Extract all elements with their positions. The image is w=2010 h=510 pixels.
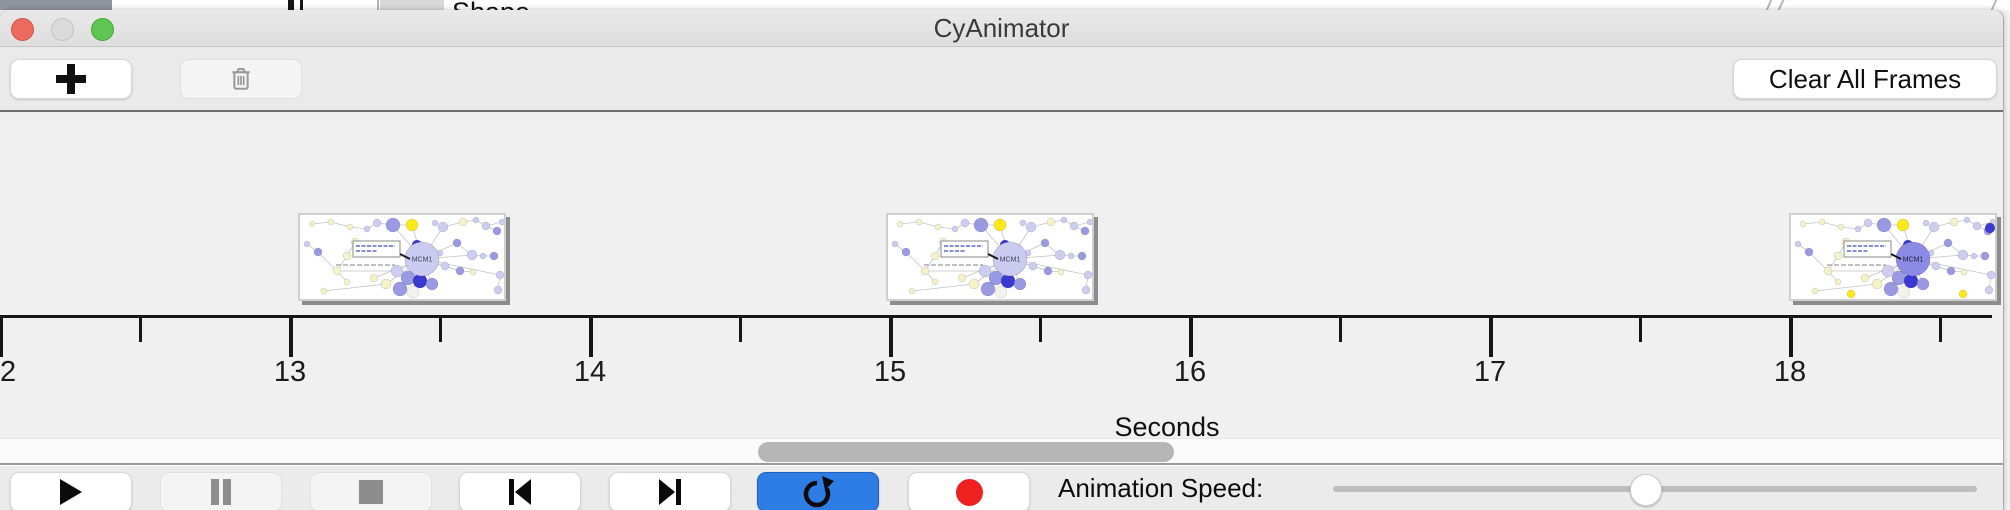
- delete-frame-button[interactable]: [180, 59, 302, 99]
- loop-button[interactable]: [757, 472, 879, 510]
- frame-toolbar: Clear All Frames: [0, 47, 2003, 112]
- minor-tick: [1339, 315, 1342, 342]
- minor-tick: [139, 315, 142, 342]
- title-bar[interactable]: CyAnimator: [0, 10, 2003, 47]
- background-bar: [288, 0, 294, 10]
- playback-control-bar: Animation Speed:: [0, 463, 2003, 510]
- minor-tick: [1939, 315, 1942, 342]
- record-button[interactable]: [908, 472, 1030, 510]
- background-window-strip: Shape: [0, 0, 2010, 10]
- frame-thumbnail-13s[interactable]: MCM1: [298, 213, 506, 301]
- timeline-scrollbar-thumb[interactable]: [758, 442, 1174, 462]
- background-mark: [1765, 0, 1773, 10]
- major-tick-15: [889, 315, 893, 357]
- tick-label-14: 14: [573, 356, 607, 388]
- svg-text:MCM1: MCM1: [1903, 257, 1924, 264]
- minor-tick: [1639, 315, 1642, 342]
- skip-to-end-button[interactable]: [609, 472, 731, 510]
- skip-to-end-icon: [659, 479, 681, 505]
- timeline-scrollbar-track[interactable]: [0, 438, 2003, 464]
- play-icon: [60, 479, 82, 505]
- major-tick-13: [289, 315, 293, 357]
- major-tick-18: [1789, 315, 1793, 357]
- pause-button[interactable]: [160, 472, 282, 510]
- background-shape-label: Shape: [452, 0, 530, 10]
- record-icon: [955, 478, 983, 506]
- tick-label-17: 17: [1473, 356, 1507, 388]
- tick-label-15: 15: [873, 356, 907, 388]
- slider-knob[interactable]: [1630, 474, 1663, 506]
- network-graph-thumbnail: MCM1: [1794, 216, 1995, 299]
- zoom-button[interactable]: [91, 18, 114, 41]
- major-tick-12: [0, 315, 3, 357]
- major-tick-17: [1489, 315, 1493, 357]
- stop-icon: [359, 480, 383, 504]
- major-tick-14: [589, 315, 593, 357]
- svg-text:MCM1: MCM1: [412, 257, 433, 264]
- clear-all-frames-label: Clear All Frames: [1768, 63, 1962, 94]
- network-graph-thumbnail: MCM1: [891, 216, 1092, 299]
- animation-speed-label: Animation Speed:: [1058, 473, 1264, 503]
- add-frame-button[interactable]: [10, 59, 132, 99]
- minor-tick: [1039, 315, 1042, 342]
- svg-text:MCM1: MCM1: [1000, 257, 1021, 264]
- tick-label-12: 12: [0, 356, 17, 388]
- plus-icon: [54, 62, 88, 96]
- background-mark: [1990, 0, 1998, 10]
- minor-tick: [739, 315, 742, 342]
- tick-label-18: 18: [1773, 356, 1807, 388]
- major-tick-16: [1189, 315, 1193, 357]
- timeline-axis: [0, 315, 1992, 318]
- frame-thumbnail-15s[interactable]: MCM1: [886, 213, 1094, 301]
- clear-all-frames-button[interactable]: Clear All Frames: [1733, 59, 1997, 99]
- loop-icon: [803, 476, 834, 508]
- tick-label-16: 16: [1173, 356, 1207, 388]
- tick-label-13: 13: [273, 356, 307, 388]
- timeline-panel[interactable]: Seconds 12 13 14 15 16 17 18 MCM1 MCM1 MCM1: [0, 112, 2003, 438]
- minor-tick: [439, 315, 442, 342]
- cyanimator-window: CyAnimator Clear All Frames Seconds 12 13: [0, 10, 2004, 510]
- background-gray-block: [0, 0, 112, 10]
- animation-speed-slider[interactable]: [1333, 465, 1977, 510]
- close-button[interactable]: [11, 18, 34, 41]
- frame-thumbnail-18s[interactable]: MCM1: [1789, 213, 1997, 301]
- trash-icon: [232, 67, 250, 90]
- axis-label-seconds: Seconds: [1114, 412, 1220, 438]
- skip-to-start-button[interactable]: [459, 472, 581, 510]
- background-divider: [377, 0, 379, 10]
- play-button[interactable]: [10, 472, 132, 510]
- background-button-fragment: [380, 0, 444, 10]
- window-title: CyAnimator: [933, 13, 1070, 43]
- pause-icon: [211, 479, 231, 505]
- network-graph-thumbnail: MCM1: [303, 216, 504, 299]
- minimize-button[interactable]: [51, 18, 74, 41]
- stop-button[interactable]: [310, 472, 432, 510]
- background-mark: [1777, 0, 1785, 10]
- background-bar: [300, 0, 303, 10]
- skip-to-start-icon: [509, 479, 531, 505]
